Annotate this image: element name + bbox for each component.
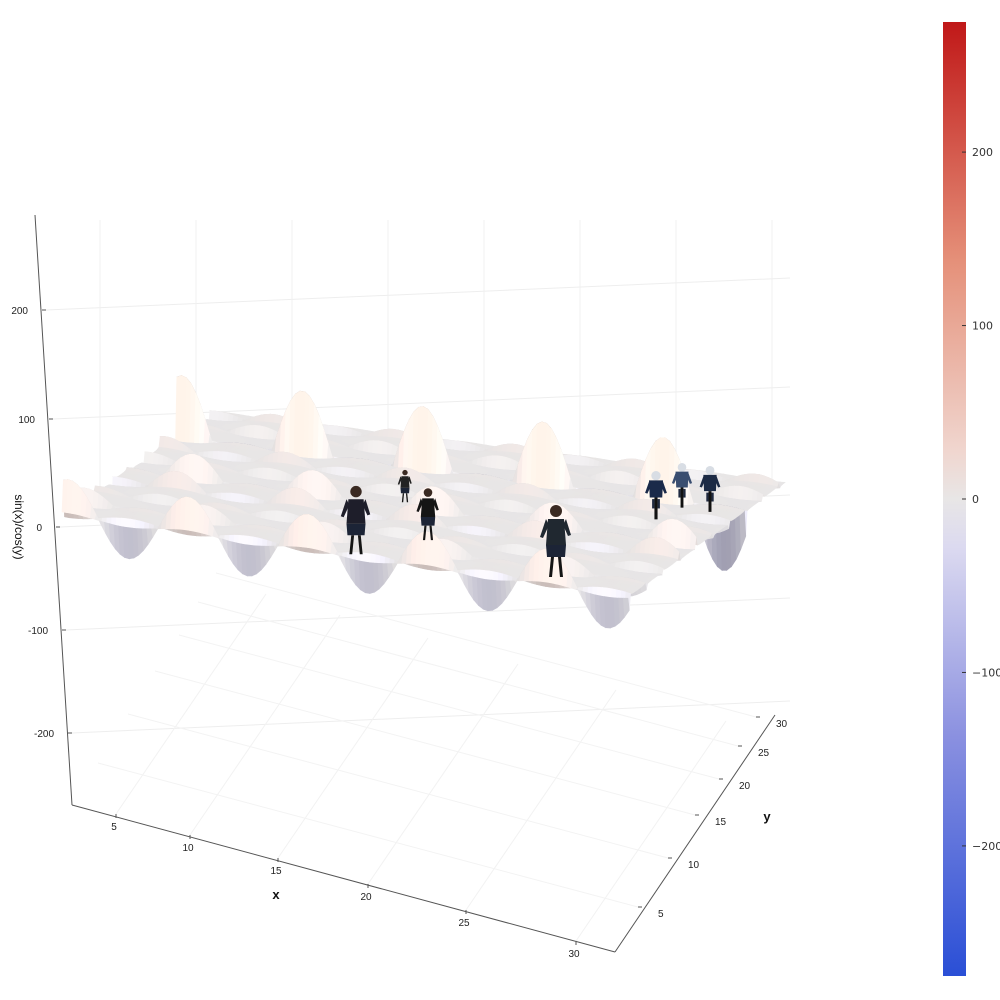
- y-floor-gridline: [215, 572, 757, 718]
- z-gridline: [45, 277, 791, 311]
- x-floor-gridline: [189, 614, 341, 836]
- y-floor-gridline: [178, 634, 720, 780]
- y-axis-line: [614, 714, 776, 953]
- x-floor-gridline: [575, 720, 727, 942]
- grid-lines: [45, 220, 791, 942]
- y-floor-gridline: [197, 601, 739, 747]
- x-floor-gridline: [277, 637, 429, 859]
- x-axis-line: [71, 804, 616, 953]
- x-floor-gridline: [115, 593, 267, 815]
- axes: [34, 214, 776, 953]
- z-axis-line: [34, 214, 73, 806]
- x-floor-gridline: [367, 663, 519, 885]
- y-floor-gridline: [154, 670, 696, 816]
- z-gridline: [71, 700, 791, 734]
- surface-mesh: [61, 375, 786, 629]
- y-floor-gridline: [97, 762, 639, 908]
- z-gridline: [65, 597, 791, 631]
- x-floor-gridline: [465, 689, 617, 911]
- y-floor-gridline: [127, 713, 669, 859]
